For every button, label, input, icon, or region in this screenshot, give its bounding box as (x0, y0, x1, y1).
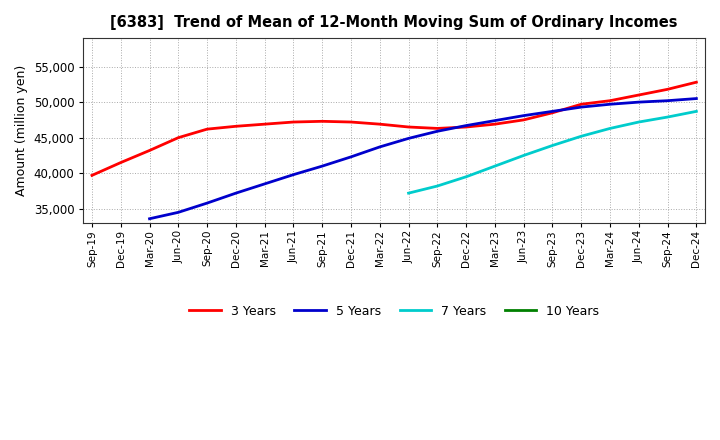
5 Years (577, 104, 585, 110)
7 Years (404, 191, 413, 196)
3 Years (375, 121, 384, 127)
3 Years (88, 173, 96, 178)
5 Years (606, 102, 614, 107)
5 Years (203, 201, 212, 206)
3 Years (117, 160, 125, 165)
5 Years (232, 191, 240, 196)
7 Years (692, 109, 701, 114)
7 Years (490, 164, 499, 169)
5 Years (261, 181, 269, 187)
5 Years (663, 98, 672, 103)
3 Years (203, 126, 212, 132)
5 Years (346, 154, 355, 160)
7 Years (577, 134, 585, 139)
5 Years (375, 144, 384, 150)
5 Years (174, 210, 183, 215)
Line: 5 Years: 5 Years (150, 99, 696, 219)
3 Years (174, 135, 183, 140)
3 Years (289, 119, 298, 125)
3 Years (548, 110, 557, 115)
7 Years (634, 119, 643, 125)
3 Years (145, 148, 154, 153)
3 Years (577, 102, 585, 107)
7 Years (433, 183, 441, 189)
3 Years (462, 125, 470, 130)
5 Years (318, 164, 327, 169)
5 Years (692, 96, 701, 101)
Line: 7 Years: 7 Years (408, 111, 696, 193)
5 Years (462, 123, 470, 128)
7 Years (462, 174, 470, 180)
5 Years (145, 216, 154, 221)
3 Years (433, 126, 441, 131)
Y-axis label: Amount (million yen): Amount (million yen) (15, 65, 28, 196)
Line: 3 Years: 3 Years (92, 82, 696, 176)
3 Years (346, 119, 355, 125)
5 Years (519, 113, 528, 118)
3 Years (634, 92, 643, 98)
7 Years (548, 143, 557, 148)
3 Years (663, 87, 672, 92)
3 Years (519, 117, 528, 122)
Legend: 3 Years, 5 Years, 7 Years, 10 Years: 3 Years, 5 Years, 7 Years, 10 Years (184, 300, 604, 323)
3 Years (232, 124, 240, 129)
3 Years (318, 119, 327, 124)
5 Years (634, 99, 643, 105)
3 Years (490, 121, 499, 127)
7 Years (663, 114, 672, 120)
3 Years (692, 80, 701, 85)
5 Years (433, 128, 441, 134)
3 Years (404, 125, 413, 130)
7 Years (519, 153, 528, 158)
5 Years (548, 109, 557, 114)
7 Years (606, 126, 614, 131)
5 Years (404, 136, 413, 141)
5 Years (490, 118, 499, 123)
3 Years (261, 121, 269, 127)
3 Years (606, 98, 614, 103)
5 Years (289, 172, 298, 177)
Title: [6383]  Trend of Mean of 12-Month Moving Sum of Ordinary Incomes: [6383] Trend of Mean of 12-Month Moving … (110, 15, 678, 30)
